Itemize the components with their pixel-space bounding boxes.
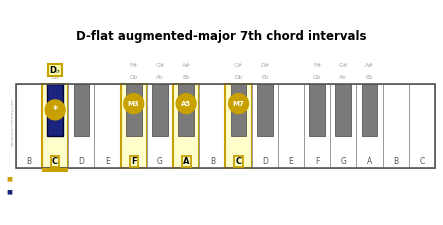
Text: C: C bbox=[236, 157, 241, 166]
Text: Eb: Eb bbox=[51, 75, 59, 80]
Text: Bb: Bb bbox=[182, 75, 190, 80]
Bar bbox=[152, 84, 168, 136]
Text: Ab: Ab bbox=[339, 75, 347, 80]
Text: Bb: Bb bbox=[365, 75, 373, 80]
Bar bbox=[304, 84, 330, 167]
Text: G: G bbox=[157, 157, 163, 166]
Bar bbox=[42, 168, 68, 172]
Text: Db: Db bbox=[234, 75, 243, 80]
Text: A5: A5 bbox=[181, 101, 191, 107]
Text: D: D bbox=[78, 157, 84, 166]
Bar bbox=[199, 84, 225, 167]
Bar bbox=[74, 84, 89, 136]
Text: Gb: Gb bbox=[129, 75, 138, 80]
Text: F: F bbox=[131, 157, 136, 166]
Text: Eb: Eb bbox=[261, 75, 268, 80]
Bar bbox=[94, 84, 120, 167]
Bar bbox=[120, 84, 147, 167]
Text: F#: F# bbox=[130, 63, 138, 68]
Bar bbox=[330, 84, 357, 167]
Bar bbox=[47, 84, 63, 136]
Circle shape bbox=[45, 100, 65, 120]
Text: A#: A# bbox=[182, 63, 190, 68]
Circle shape bbox=[229, 94, 249, 114]
Bar bbox=[357, 84, 383, 167]
Text: B: B bbox=[27, 157, 31, 166]
Bar bbox=[278, 84, 304, 167]
Text: ■: ■ bbox=[7, 176, 13, 181]
Text: F: F bbox=[315, 157, 319, 166]
Text: E: E bbox=[288, 157, 293, 166]
Bar bbox=[178, 84, 194, 136]
Text: C: C bbox=[419, 157, 424, 166]
Text: G: G bbox=[340, 157, 346, 166]
Bar bbox=[16, 84, 42, 167]
Text: D#: D# bbox=[260, 63, 269, 68]
Text: M3: M3 bbox=[128, 101, 140, 107]
Bar bbox=[231, 84, 246, 136]
Bar bbox=[16, 84, 435, 167]
Bar bbox=[383, 84, 409, 167]
Text: basicmusictheory.com: basicmusictheory.com bbox=[10, 97, 15, 146]
Text: B: B bbox=[393, 157, 398, 166]
Bar bbox=[173, 84, 199, 167]
Text: D: D bbox=[262, 157, 268, 166]
Circle shape bbox=[176, 94, 196, 114]
Circle shape bbox=[124, 94, 144, 114]
Text: G#: G# bbox=[338, 63, 348, 68]
Title: D-flat augmented-major 7th chord intervals: D-flat augmented-major 7th chord interva… bbox=[76, 30, 367, 43]
Text: F#: F# bbox=[313, 63, 321, 68]
Bar bbox=[68, 84, 94, 167]
Text: A: A bbox=[183, 157, 189, 166]
Text: D♭: D♭ bbox=[50, 65, 61, 74]
Text: C#: C# bbox=[234, 63, 243, 68]
Text: C: C bbox=[52, 157, 58, 166]
Text: C: C bbox=[52, 157, 58, 166]
Bar bbox=[147, 84, 173, 167]
Text: F: F bbox=[131, 157, 136, 166]
Text: *: * bbox=[53, 105, 58, 115]
Text: Gb: Gb bbox=[313, 75, 321, 80]
Text: G#: G# bbox=[155, 63, 165, 68]
Text: M7: M7 bbox=[233, 101, 245, 107]
Bar bbox=[225, 84, 252, 167]
Bar bbox=[361, 84, 377, 136]
Text: D#: D# bbox=[51, 63, 60, 68]
Text: E: E bbox=[105, 157, 110, 166]
Text: B: B bbox=[210, 157, 215, 166]
Text: A: A bbox=[367, 157, 372, 166]
Text: A#: A# bbox=[365, 63, 374, 68]
Bar bbox=[257, 84, 272, 136]
Bar bbox=[126, 84, 142, 136]
Bar bbox=[42, 84, 68, 167]
Text: C: C bbox=[236, 157, 241, 166]
Text: Ab: Ab bbox=[156, 75, 164, 80]
Bar bbox=[409, 84, 435, 167]
Bar bbox=[309, 84, 325, 136]
Bar bbox=[335, 84, 351, 136]
Text: ■: ■ bbox=[7, 189, 13, 194]
Text: A: A bbox=[183, 157, 190, 166]
Bar bbox=[252, 84, 278, 167]
